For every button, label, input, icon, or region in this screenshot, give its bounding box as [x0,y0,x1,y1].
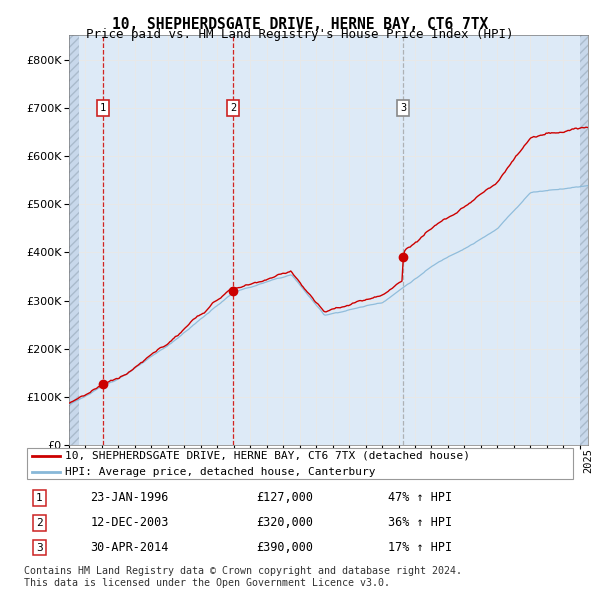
FancyBboxPatch shape [27,448,573,480]
Text: 47% ↑ HPI: 47% ↑ HPI [388,491,452,504]
Bar [69,35,79,445]
Text: 23-JAN-1996: 23-JAN-1996 [90,491,169,504]
Text: 3: 3 [400,103,406,113]
Text: 3: 3 [36,543,43,553]
Text: 2: 2 [230,103,236,113]
Text: 1: 1 [100,103,106,113]
Text: Price paid vs. HM Land Registry's House Price Index (HPI): Price paid vs. HM Land Registry's House … [86,28,514,41]
Text: This data is licensed under the Open Government Licence v3.0.: This data is licensed under the Open Gov… [24,578,390,588]
Text: 10, SHEPHERDSGATE DRIVE, HERNE BAY, CT6 7TX: 10, SHEPHERDSGATE DRIVE, HERNE BAY, CT6 … [112,17,488,31]
Text: £390,000: £390,000 [256,541,313,554]
Text: 1: 1 [36,493,43,503]
Text: 30-APR-2014: 30-APR-2014 [90,541,169,554]
Text: 36% ↑ HPI: 36% ↑ HPI [388,516,452,529]
Text: Contains HM Land Registry data © Crown copyright and database right 2024.: Contains HM Land Registry data © Crown c… [24,566,462,576]
Text: £320,000: £320,000 [256,516,313,529]
Text: HPI: Average price, detached house, Canterbury: HPI: Average price, detached house, Cant… [65,467,376,477]
Text: 17% ↑ HPI: 17% ↑ HPI [388,541,452,554]
Text: 10, SHEPHERDSGATE DRIVE, HERNE BAY, CT6 7TX (detached house): 10, SHEPHERDSGATE DRIVE, HERNE BAY, CT6 … [65,451,470,461]
Text: £127,000: £127,000 [256,491,313,504]
Text: 2: 2 [36,518,43,527]
Text: 12-DEC-2003: 12-DEC-2003 [90,516,169,529]
Bar [580,35,588,445]
